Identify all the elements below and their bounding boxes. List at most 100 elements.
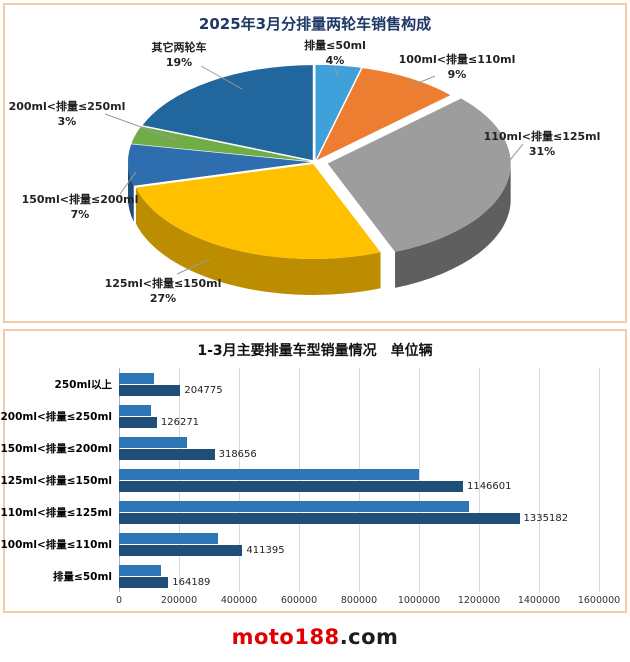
- x-tick-label: 0: [115, 595, 123, 606]
- x-tick-label: 1000000: [397, 595, 441, 606]
- pie-slice-name: 排量≤50ml: [304, 39, 366, 52]
- bar-series1-1: [119, 417, 157, 428]
- bar-series1-0: [119, 385, 181, 396]
- brand-suffix: .com: [339, 625, 399, 649]
- bar-series1-5: [119, 545, 243, 556]
- gridline: [299, 368, 300, 592]
- pie-slice-name: 125ml<排量≤150ml: [104, 277, 222, 290]
- pie-slice-pct: 7%: [70, 208, 90, 221]
- pie-leader-line: [200, 65, 243, 90]
- bar-row: 1146601: [119, 464, 599, 496]
- gridline: [479, 368, 480, 592]
- pie-slice-pct: 4%: [325, 54, 345, 67]
- pie-slice-name: 110ml<排量≤125ml: [483, 130, 601, 143]
- value-label: 1335182: [523, 513, 569, 524]
- pie-slice-pct: 31%: [528, 145, 556, 158]
- pie-slice-pct: 19%: [165, 56, 193, 69]
- pie-slice-4: [128, 144, 312, 186]
- category-label: 100ml<排量≤110ml: [0, 538, 112, 551]
- bar-series0-1: [119, 405, 151, 416]
- pie-slice-pct: 3%: [57, 115, 77, 128]
- gridline: [239, 368, 240, 592]
- pie-leader-line: [119, 171, 137, 195]
- pie-leader-line: [410, 75, 436, 87]
- pie-slice-name: 其它两轮车: [151, 41, 207, 54]
- category-label: 110ml<排量≤125ml: [0, 506, 112, 519]
- gridline: [419, 368, 420, 592]
- pie-slice-side-3: [135, 187, 381, 295]
- value-label: 126271: [160, 417, 200, 428]
- category-label: 150ml<排量≤200ml: [0, 442, 112, 455]
- x-tick-label: 200000: [160, 595, 198, 606]
- bar-series0-4: [119, 501, 469, 512]
- y-axis-line: [119, 368, 120, 592]
- pie-label-125-150ml: 125ml<排量≤150ml 27%: [105, 276, 222, 306]
- bar-series0-6: [119, 565, 161, 576]
- pie-slice-2: [327, 98, 511, 252]
- category-label: 250ml以上: [54, 378, 112, 391]
- x-tick-label: 800000: [340, 595, 378, 606]
- bar-row: 1335182: [119, 496, 599, 528]
- pie-slice-name: 200ml<排量≤250ml: [8, 100, 126, 113]
- gridline: [539, 368, 540, 592]
- pie-slice-5: [131, 126, 312, 162]
- pie-label-other: 其它两轮车 19%: [152, 40, 207, 70]
- bar-series1-4: [119, 513, 520, 524]
- bar-row: 164189: [119, 560, 599, 592]
- pie-chart: [104, 64, 524, 295]
- bar-series0-0: [119, 373, 154, 384]
- x-tick-label: 600000: [280, 595, 318, 606]
- gridline: [179, 368, 180, 592]
- value-label: 204775: [184, 385, 223, 396]
- pie-leader-line: [509, 143, 524, 161]
- pie-slice-1: [317, 68, 451, 161]
- x-axis: 0 200000 400000 600000 800000 1000000 1200000 1…: [115, 592, 620, 608]
- value-label: 411395: [246, 545, 285, 556]
- category-labels-column: 250ml以上 200ml<排量≤250ml 150ml<排量≤200ml 125ml…: [0, 368, 119, 592]
- pie-label-le50ml: 排量≤50ml 4%: [304, 38, 366, 68]
- bar-row: 318656: [119, 432, 599, 464]
- gridline: [359, 368, 360, 592]
- x-tick-label: 1200000: [457, 595, 501, 606]
- bar-series1-3: [119, 481, 463, 492]
- value-label: 318656: [218, 449, 257, 460]
- bar-plot-area: 204775 126271 318656 1146601 1335182 411395 16…: [119, 368, 600, 592]
- pie-chart-title: 2025年3月分排量两轮车销售构成: [198, 15, 432, 33]
- category-label: 排量≤50ml: [53, 570, 112, 583]
- bar-row: 411395: [119, 528, 599, 560]
- bar-row: 204775: [119, 368, 599, 400]
- bar-series0-2: [119, 437, 187, 448]
- category-label: 200ml<排量≤250ml: [0, 410, 112, 423]
- pie-leader-line: [176, 258, 211, 275]
- pie-chart-panel: 2025年3月分排量两轮车销售构成 排量≤50ml 4% 100ml<排量≤11…: [3, 3, 627, 323]
- x-tick-label: 400000: [220, 595, 258, 606]
- pie-slice-pct: 27%: [149, 292, 177, 305]
- category-label: 125ml<排量≤150ml: [0, 474, 112, 487]
- bar-series0-5: [119, 533, 218, 544]
- pie-leader-line: [104, 113, 178, 141]
- bar-chart-body: 250ml以上 200ml<排量≤250ml 150ml<排量≤200ml 125ml…: [0, 368, 625, 592]
- pie-slice-pct: 9%: [447, 68, 467, 81]
- bar-chart-panel: 1-3月主要排量车型销量情况 单位辆 250ml以上 200ml<排量≤250ml…: [0, 329, 627, 613]
- pie-label-100-110ml: 100ml<排量≤110ml 9%: [399, 52, 516, 82]
- gridline: [599, 368, 600, 592]
- x-tick-label: 1400000: [517, 595, 561, 606]
- bar-series0-3: [119, 469, 419, 480]
- pie-slice-side-2: [395, 163, 511, 288]
- pie-label-150-200ml: 150ml<排量≤200ml 7%: [22, 192, 139, 222]
- value-label: 1146601: [466, 481, 512, 492]
- value-label: 164189: [172, 577, 211, 588]
- x-tick-label: 1600000: [577, 595, 621, 606]
- brand-name: moto188: [231, 625, 340, 649]
- bar-series1-2: [119, 449, 215, 460]
- bar-chart-title: 1-3月主要排量车型销量情况 单位辆: [197, 343, 433, 359]
- bar-row: 126271: [119, 400, 599, 432]
- site-watermark: moto188.com: [0, 625, 630, 649]
- pie-slice-0: [315, 64, 362, 160]
- pie-slice-6: [142, 65, 313, 161]
- pie-label-200-250ml: 200ml<排量≤250ml 3%: [9, 99, 126, 129]
- pie-label-110-125ml: 110ml<排量≤125ml 31%: [484, 129, 601, 159]
- pie-slice-name: 100ml<排量≤110ml: [398, 53, 516, 66]
- pie-chart-area: 排量≤50ml 4% 100ml<排量≤110ml 9% 110ml<排量≤12…: [5, 36, 625, 318]
- pie-slice-name: 150ml<排量≤200ml: [21, 193, 139, 206]
